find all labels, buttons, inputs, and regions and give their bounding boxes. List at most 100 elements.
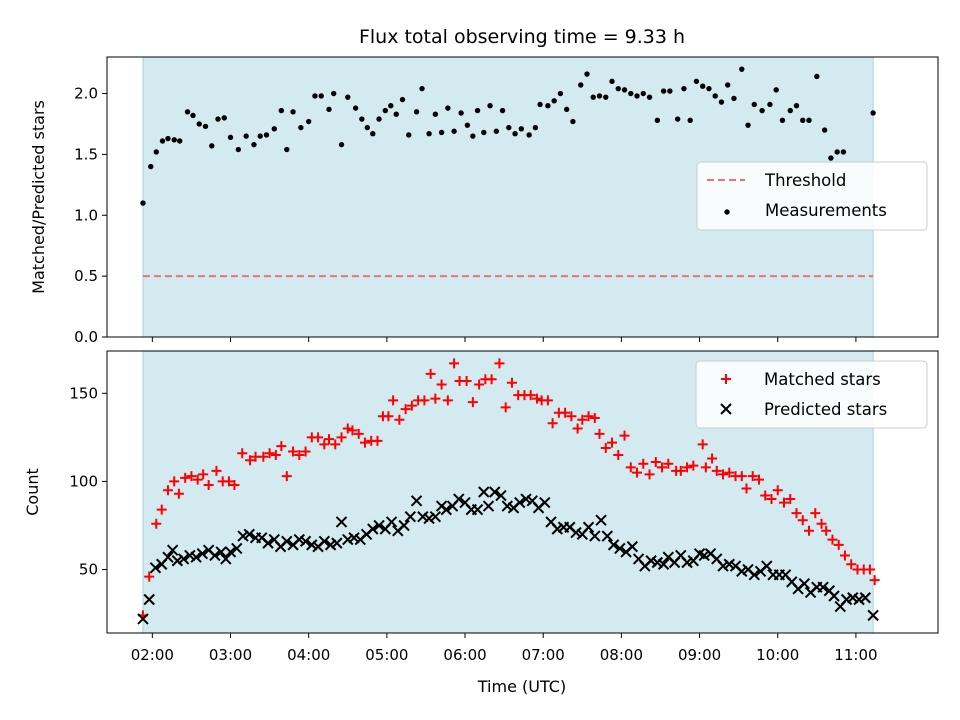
predicted-star-point <box>471 503 484 516</box>
measurement-point <box>499 107 506 114</box>
measurement-point <box>284 146 290 153</box>
measurement-point <box>312 93 318 99</box>
measurement-point <box>481 129 487 136</box>
measurement-point <box>177 138 183 144</box>
predicted-star-point <box>601 530 614 542</box>
matched-star-point <box>156 504 167 515</box>
matched-star-point <box>400 404 411 415</box>
matched-star-point <box>406 400 417 411</box>
measurement-point <box>628 90 634 97</box>
series-measurements <box>140 66 876 206</box>
predicted-star-point <box>190 551 202 563</box>
measurement-point <box>570 118 576 125</box>
predicted-star-point <box>607 539 620 551</box>
y-tick-label: 0.5 <box>74 267 98 285</box>
matched-star-point <box>531 393 542 404</box>
plot-frame <box>106 350 939 634</box>
matched-star-point <box>785 494 796 505</box>
matched-star-point <box>474 379 485 390</box>
predicted-star-point <box>209 549 221 562</box>
x-tick-label: 07:00 <box>522 646 565 664</box>
matched-star-point <box>330 439 341 450</box>
matched-star-point <box>589 412 600 423</box>
matched-star-point <box>500 402 511 413</box>
measurement-point <box>215 116 221 122</box>
y-axis-label: Count <box>23 468 42 516</box>
x-tick-label: 11:00 <box>834 646 877 664</box>
matched-star-point <box>760 490 771 501</box>
matched-star-point <box>324 434 335 445</box>
measurement-point <box>557 90 564 97</box>
measurement-point <box>532 124 539 131</box>
measurement-point <box>793 102 800 109</box>
matched-star-point <box>151 518 162 529</box>
measurement-point <box>545 102 551 109</box>
bottom-panel-counts: 50 100 150 02:00 03:00 04:00 05:00 06:00 07:00 08… <box>23 350 939 664</box>
predicted-star-point <box>404 510 417 523</box>
predicted-star-point <box>215 546 227 558</box>
measurement-point <box>828 155 834 161</box>
matched-star-point <box>613 449 624 460</box>
matched-star-point <box>657 462 668 473</box>
matched-star-point <box>791 508 802 519</box>
matched-star-point <box>711 465 722 476</box>
predicted-star-point <box>478 486 490 498</box>
matched-star-point <box>736 471 747 482</box>
matched-star-point <box>572 423 583 434</box>
measurement-point <box>590 94 596 100</box>
matched-star-point <box>342 423 353 434</box>
measurement-point <box>271 126 277 132</box>
measurement-point <box>171 137 177 143</box>
measurement-point <box>399 96 406 103</box>
measurement-point <box>140 200 146 206</box>
matched-star-point <box>619 430 630 441</box>
measurement-point <box>345 94 351 100</box>
matched-star-point <box>237 448 248 459</box>
x-tick-label: 04:00 <box>287 646 330 664</box>
measurement-point <box>537 101 543 108</box>
measurement-point <box>814 73 820 80</box>
measurement-point <box>196 121 202 127</box>
matched-star-point <box>276 441 287 452</box>
measurement-point <box>634 93 640 99</box>
matched-star-point <box>186 471 197 482</box>
legend-matched-swatch <box>721 374 731 384</box>
measurement-point <box>526 132 532 138</box>
measurement-point <box>438 129 445 136</box>
measurement-point <box>470 133 476 139</box>
y-tick-label: 1.5 <box>74 145 98 163</box>
measurement-point <box>364 124 371 131</box>
predicted-star-point <box>224 546 237 558</box>
matched-star-point <box>718 469 729 480</box>
measurement-point <box>148 163 154 170</box>
predicted-star-point <box>482 500 495 512</box>
predicted-star-point <box>166 544 179 556</box>
series-predicted-stars <box>137 486 879 625</box>
predicted-star-point <box>626 540 639 553</box>
measurement-point <box>318 93 324 99</box>
matched-star-point <box>833 539 844 550</box>
legend-label: Threshold <box>764 171 846 190</box>
matched-star-point <box>229 479 240 490</box>
legend: Matched stars Predicted stars <box>695 360 928 429</box>
measurement-point <box>759 107 765 114</box>
series-matched-stars <box>137 358 880 621</box>
matched-star-point <box>741 483 752 494</box>
matched-star-point <box>650 457 661 468</box>
predicted-star-point <box>281 535 293 548</box>
matched-star-point <box>577 414 588 425</box>
measurement-point <box>432 111 439 117</box>
x-tick-label: 09:00 <box>678 646 721 664</box>
measurement-point <box>806 117 812 124</box>
y-tick-label: 100 <box>69 472 98 490</box>
matched-star-point <box>467 397 478 408</box>
chart-title: Flux total observing time = 9.33 h <box>359 26 685 48</box>
measurement-point <box>474 107 481 114</box>
predicted-star-point <box>335 516 348 528</box>
measurement-point <box>563 106 570 113</box>
measurement-point <box>654 117 661 124</box>
matched-star-point <box>359 437 370 448</box>
matched-star-point <box>560 407 571 418</box>
predicted-star-point <box>539 496 551 509</box>
matched-star-point <box>394 414 405 425</box>
